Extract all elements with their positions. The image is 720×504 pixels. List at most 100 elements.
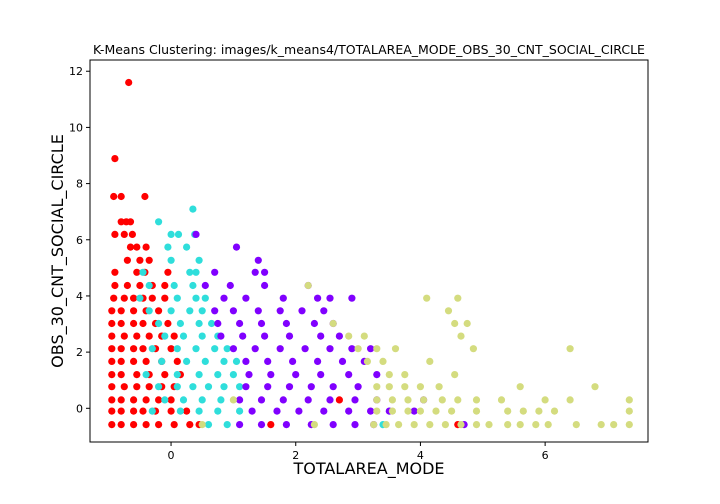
data-point-cluster-0 <box>111 155 119 163</box>
data-point-cluster-2 <box>242 357 250 365</box>
data-point-cluster-2 <box>276 345 284 353</box>
data-point-cluster-1 <box>136 294 144 302</box>
data-point-cluster-3 <box>472 407 481 415</box>
data-point-cluster-3 <box>469 345 477 353</box>
data-point-cluster-0 <box>142 396 150 404</box>
data-point-cluster-3 <box>485 421 493 429</box>
data-point-cluster-2 <box>285 332 294 340</box>
data-point-cluster-1 <box>236 383 244 391</box>
data-point-cluster-2 <box>251 268 259 276</box>
data-point-cluster-0 <box>186 421 194 429</box>
data-point-cluster-2 <box>211 307 219 315</box>
data-point-cluster-2 <box>314 357 322 365</box>
data-point-cluster-2 <box>351 421 359 429</box>
data-point-cluster-2 <box>217 332 225 340</box>
data-point-cluster-1 <box>179 396 188 404</box>
data-point-cluster-3 <box>454 294 462 302</box>
data-point-cluster-2 <box>229 307 237 315</box>
data-point-cluster-0 <box>108 319 116 328</box>
data-point-cluster-2 <box>248 407 256 415</box>
data-point-cluster-2 <box>257 396 266 404</box>
y-tick-label: 4 <box>76 290 83 303</box>
y-tick-label: 6 <box>76 234 83 247</box>
data-point-cluster-0 <box>123 256 131 264</box>
data-point-cluster-3 <box>444 307 453 315</box>
data-point-cluster-1 <box>183 357 191 365</box>
data-point-cluster-1 <box>201 294 209 302</box>
data-point-cluster-0 <box>108 357 116 365</box>
data-point-cluster-0 <box>111 281 119 290</box>
data-point-cluster-2 <box>304 396 312 404</box>
data-point-cluster-1 <box>186 307 194 315</box>
data-point-cluster-0 <box>142 357 150 365</box>
y-tick-label: 2 <box>76 346 83 359</box>
data-point-cluster-1 <box>161 332 169 340</box>
data-point-cluster-2 <box>264 357 272 365</box>
data-point-cluster-2 <box>242 383 250 391</box>
data-point-cluster-0 <box>117 192 125 201</box>
data-point-cluster-2 <box>257 319 266 328</box>
data-point-cluster-0 <box>136 256 144 264</box>
data-point-cluster-3 <box>426 421 434 429</box>
data-point-cluster-0 <box>139 319 147 328</box>
data-point-cluster-2 <box>211 268 219 276</box>
data-point-cluster-3 <box>420 396 428 404</box>
data-point-cluster-3 <box>229 396 237 404</box>
data-point-cluster-2 <box>348 294 356 302</box>
data-point-cluster-2 <box>229 345 237 353</box>
data-point-cluster-2 <box>338 357 347 365</box>
data-point-cluster-1 <box>164 243 172 251</box>
data-point-cluster-0 <box>142 421 150 429</box>
data-point-cluster-3 <box>441 421 449 429</box>
data-point-cluster-1 <box>223 345 231 353</box>
data-point-cluster-0 <box>130 407 138 415</box>
data-point-cluster-2 <box>354 383 362 391</box>
data-point-cluster-3 <box>451 319 459 328</box>
data-point-cluster-2 <box>373 371 381 379</box>
data-point-cluster-3 <box>385 371 393 379</box>
data-point-cluster-1 <box>211 345 219 353</box>
data-point-cluster-3 <box>416 407 424 415</box>
data-point-cluster-0 <box>130 294 138 302</box>
data-point-cluster-2 <box>245 371 253 379</box>
data-point-cluster-1 <box>208 319 216 328</box>
data-point-cluster-2 <box>261 332 269 340</box>
data-point-cluster-0 <box>133 268 141 276</box>
data-point-cluster-1 <box>148 407 156 415</box>
data-point-cluster-3 <box>463 319 471 328</box>
y-tick-label: 0 <box>76 402 83 415</box>
data-point-cluster-1 <box>236 407 244 415</box>
scatter-points <box>108 78 633 429</box>
data-point-cluster-0 <box>148 294 156 302</box>
data-point-cluster-3 <box>373 383 381 391</box>
data-point-cluster-1 <box>176 319 184 328</box>
data-point-cluster-1 <box>232 357 241 365</box>
data-point-cluster-2 <box>320 307 328 315</box>
data-point-cluster-3 <box>516 383 524 391</box>
data-point-cluster-2 <box>201 281 209 290</box>
data-point-cluster-1 <box>173 294 181 302</box>
data-point-cluster-3 <box>423 294 431 302</box>
data-point-cluster-1 <box>198 332 206 340</box>
data-point-cluster-2 <box>307 383 315 391</box>
data-point-cluster-2 <box>242 294 250 302</box>
data-point-cluster-3 <box>435 383 443 391</box>
data-point-cluster-2 <box>329 383 337 391</box>
data-point-cluster-0 <box>120 332 128 340</box>
data-point-cluster-1 <box>204 421 213 429</box>
data-point-cluster-3 <box>360 332 368 340</box>
data-point-cluster-3 <box>382 421 390 429</box>
data-point-cluster-1 <box>183 243 191 251</box>
x-tick-label: 4 <box>417 449 424 462</box>
data-point-cluster-2 <box>282 421 290 429</box>
data-point-cluster-3 <box>572 421 580 429</box>
data-point-cluster-0 <box>167 407 175 415</box>
data-point-cluster-2 <box>251 345 259 353</box>
data-point-cluster-2 <box>289 357 297 365</box>
data-point-cluster-2 <box>279 294 287 302</box>
data-point-cluster-2 <box>367 345 375 353</box>
data-point-cluster-1 <box>192 345 200 353</box>
y-tick-label: 12 <box>69 65 83 78</box>
data-point-cluster-1 <box>195 256 203 264</box>
data-point-cluster-3 <box>379 357 387 365</box>
